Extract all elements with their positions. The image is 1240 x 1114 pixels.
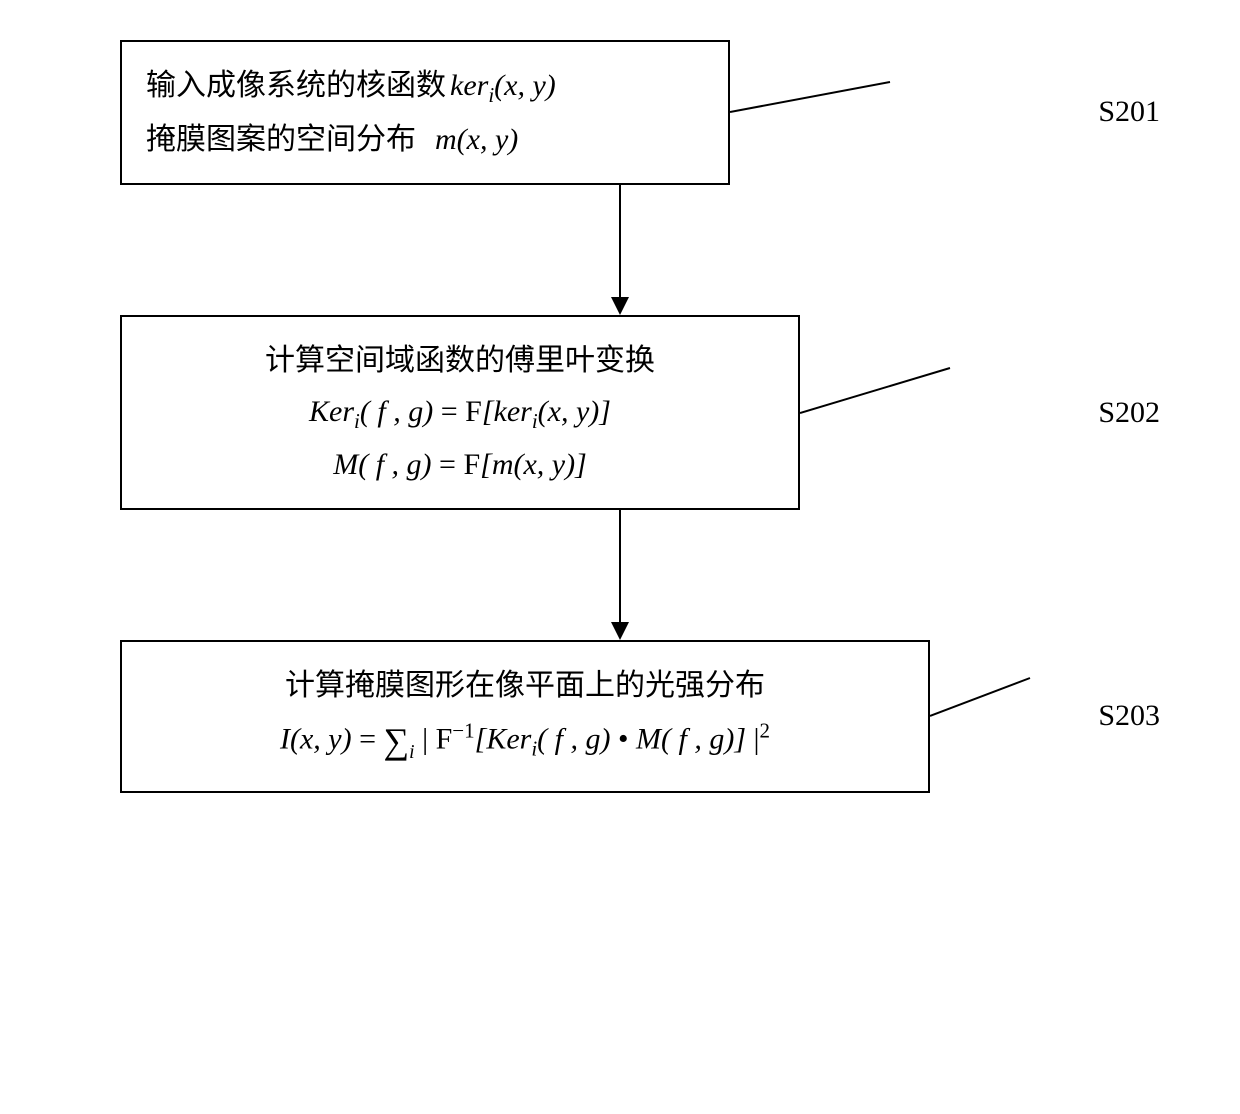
step-row-3: 计算掩膜图形在像平面上的光强分布 I(x, y) = ∑i | F−1[Keri… bbox=[40, 640, 1200, 792]
line-2: 掩膜图案的空间分布 m(x, y) bbox=[146, 114, 704, 165]
step-label: S201 bbox=[1098, 95, 1160, 129]
text-cn: 掩膜图案的空间分布 bbox=[146, 123, 416, 156]
leader-line-1 bbox=[730, 72, 930, 152]
step-row-1: 输入成像系统的核函数 keri(x, y) 掩膜图案的空间分布 m(x, y) … bbox=[40, 40, 1200, 185]
step-box-1: 输入成像系统的核函数 keri(x, y) 掩膜图案的空间分布 m(x, y) bbox=[120, 40, 730, 185]
text-math: m(x, y) bbox=[420, 123, 518, 156]
flowchart: 输入成像系统的核函数 keri(x, y) 掩膜图案的空间分布 m(x, y) … bbox=[40, 40, 1200, 793]
leader-line-3 bbox=[930, 666, 1050, 766]
arrow-down-1 bbox=[600, 185, 640, 315]
title-cn: 计算掩膜图形在像平面上的光强分布 bbox=[146, 660, 904, 711]
leader-line-2 bbox=[800, 353, 980, 473]
step-row-2: 计算空间域函数的傅里叶变换 Keri( f , g) = F[keri(x, y… bbox=[40, 315, 1200, 511]
formula: I(x, y) = ∑i | F−1[Keri( f , g) • M( f ,… bbox=[146, 711, 904, 772]
formula-2: M( f , g) = F[m(x, y)] bbox=[146, 439, 774, 490]
text-cn: 输入成像系统的核函数 bbox=[146, 69, 446, 102]
text-math: keri(x, y) bbox=[450, 69, 556, 102]
step-label: S202 bbox=[1098, 396, 1160, 430]
step-box-2: 计算空间域函数的傅里叶变换 Keri( f , g) = F[keri(x, y… bbox=[120, 315, 800, 511]
title-cn: 计算空间域函数的傅里叶变换 bbox=[146, 335, 774, 386]
step-label: S203 bbox=[1098, 699, 1160, 733]
line-1: 输入成像系统的核函数 keri(x, y) bbox=[146, 60, 704, 114]
formula-1: Keri( f , g) = F[keri(x, y)] bbox=[146, 386, 774, 440]
step-box-3: 计算掩膜图形在像平面上的光强分布 I(x, y) = ∑i | F−1[Keri… bbox=[120, 640, 930, 792]
arrow-down-2 bbox=[600, 510, 640, 640]
